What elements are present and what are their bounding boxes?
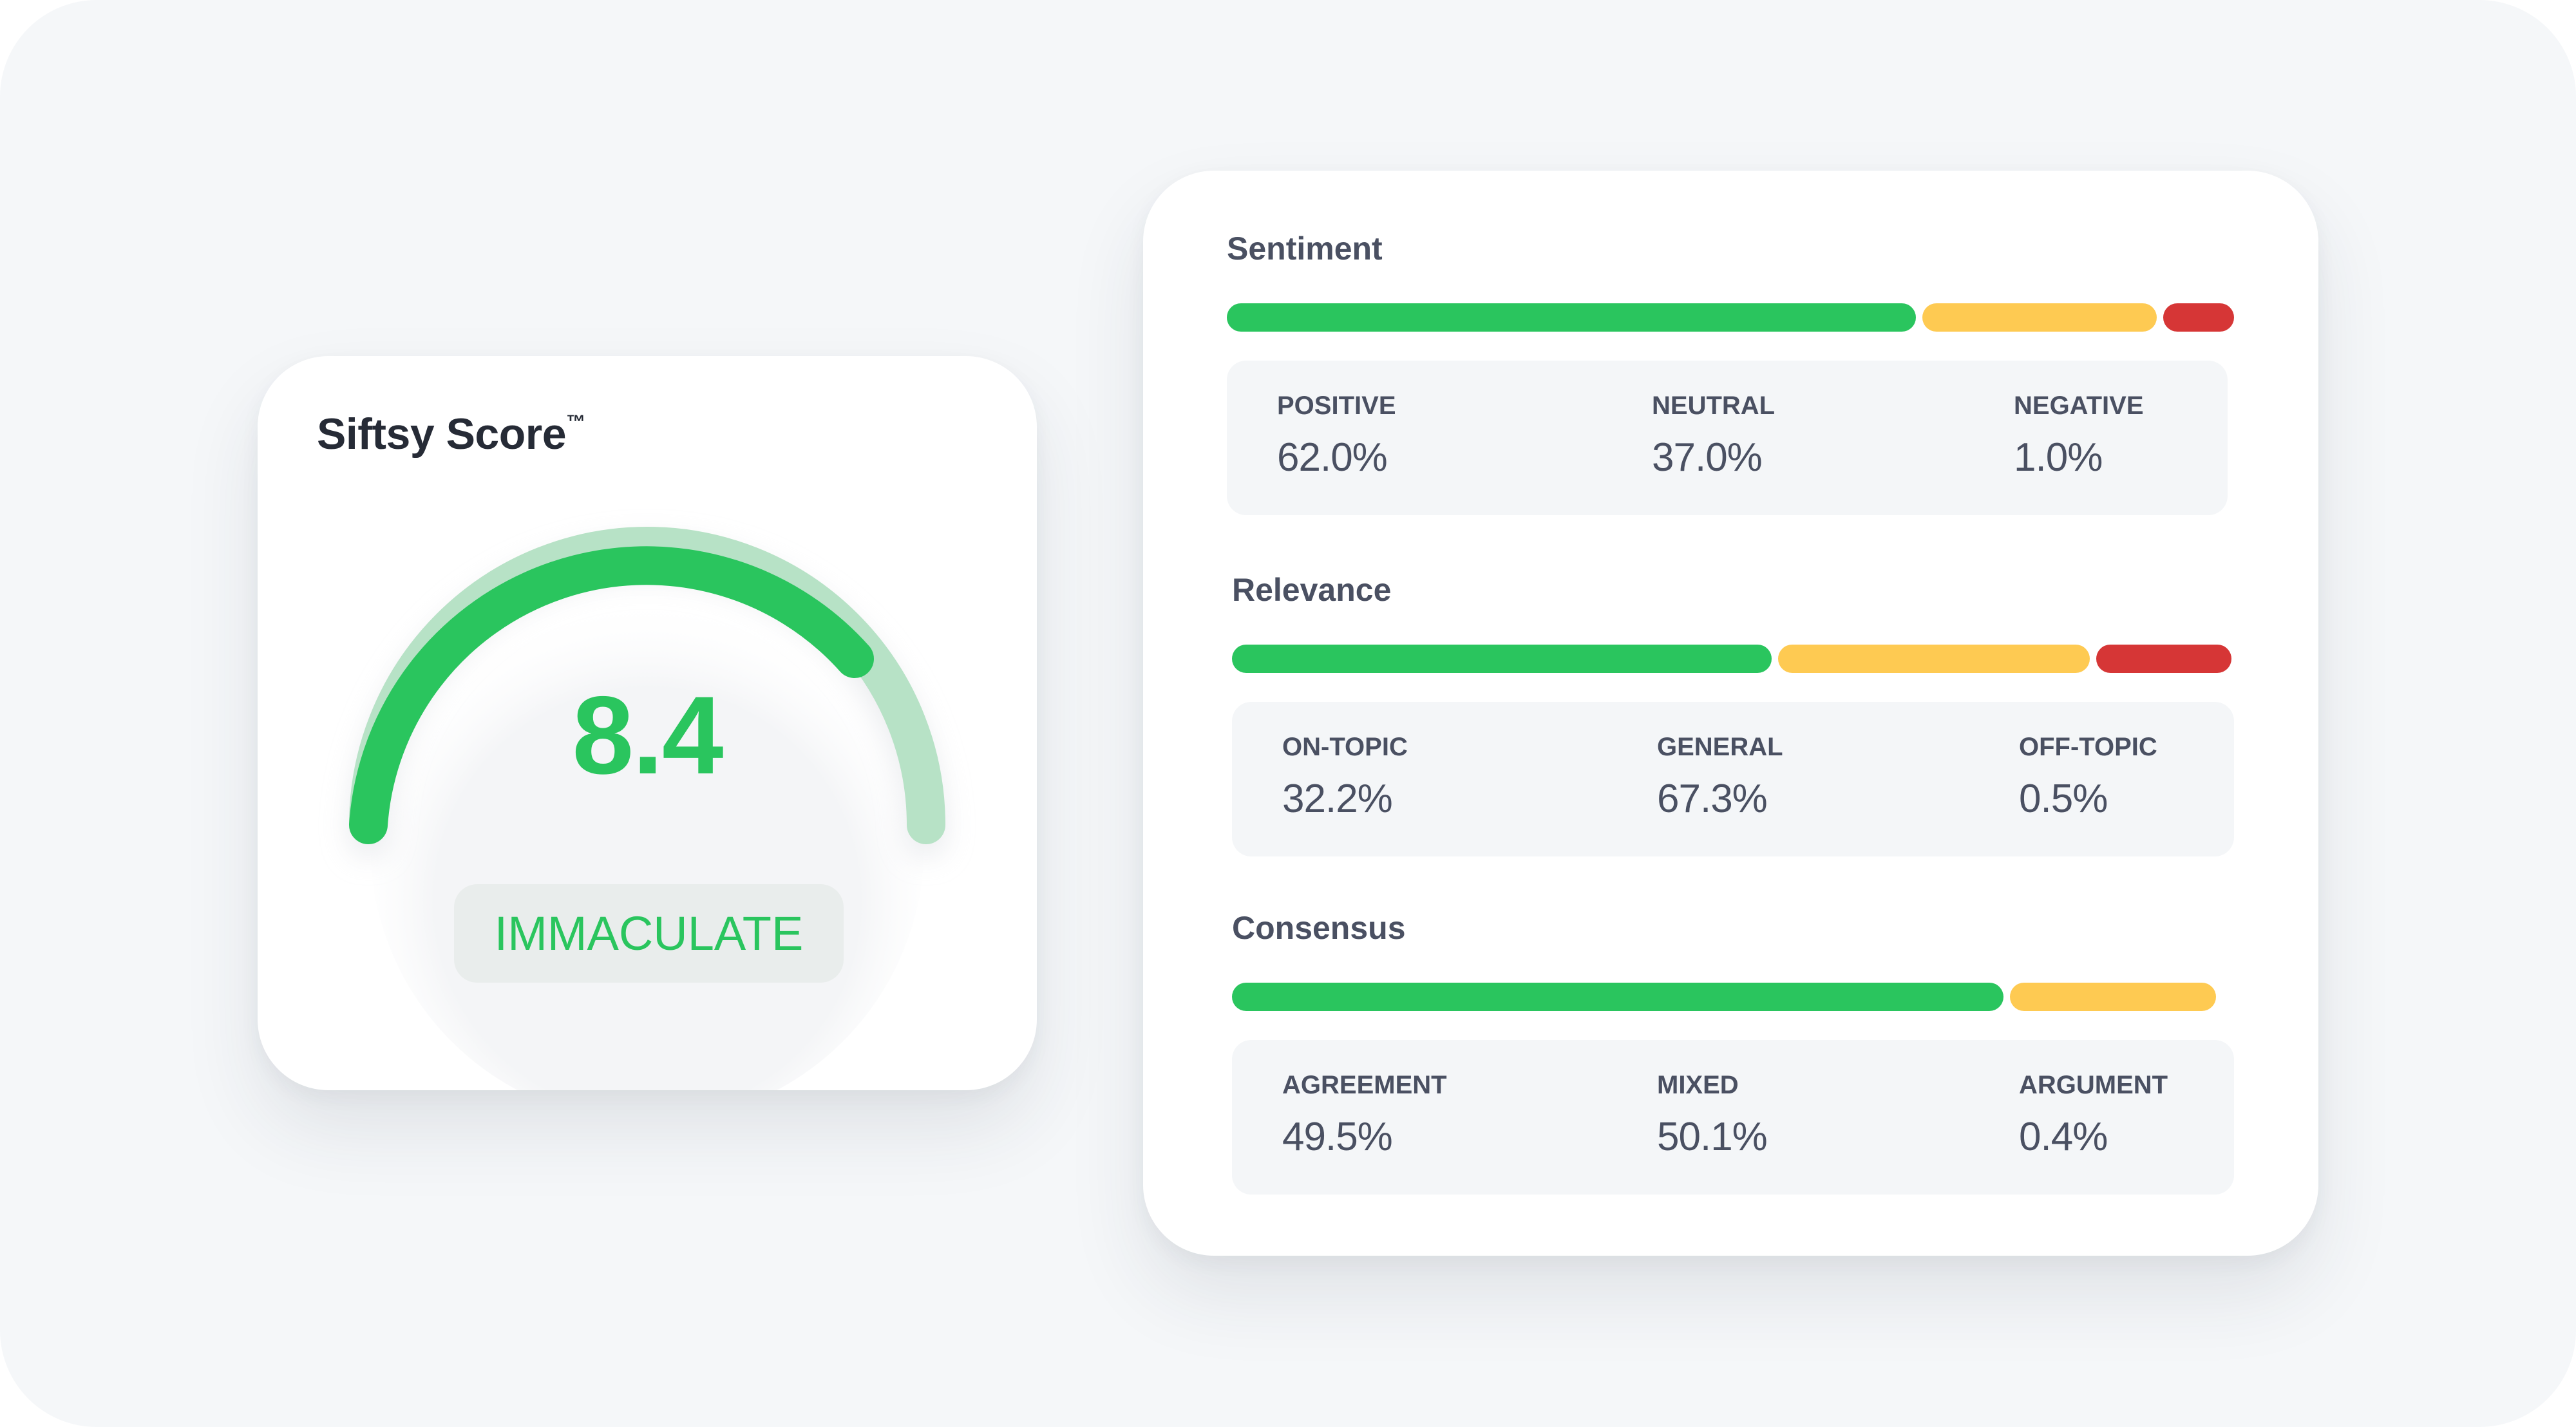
bar-segment-neutral xyxy=(1922,303,2157,332)
sentiment-bar xyxy=(1227,303,2234,332)
trademark-symbol: ™ xyxy=(566,411,585,433)
metric-label: ARGUMENT xyxy=(2019,1071,2168,1099)
consensus-bar xyxy=(1232,983,2216,1011)
relevance-bar xyxy=(1232,645,2231,673)
rating-label: IMMACULATE xyxy=(494,907,804,960)
section-title: Relevance xyxy=(1232,572,1392,608)
score-card-title: Siftsy Score™ xyxy=(317,409,585,459)
metric-label: NEGATIVE xyxy=(2014,392,2144,420)
consensus-stats-panel: AGREEMENT 49.5% MIXED 50.1% ARGUMENT 0.4… xyxy=(1232,1040,2234,1195)
metric-argument: ARGUMENT 0.4% xyxy=(2019,1071,2168,1160)
metric-label: POSITIVE xyxy=(1277,392,1396,420)
metric-value: 62.0% xyxy=(1277,435,1388,480)
metric-value: 0.5% xyxy=(2019,777,2108,821)
metric-value: 1.0% xyxy=(2014,435,2103,480)
metric-positive: POSITIVE 62.0% xyxy=(1277,392,1396,480)
metric-mixed: MIXED 50.1% xyxy=(1657,1071,1768,1160)
score-value: 8.4 xyxy=(572,674,723,797)
score-title-text: Siftsy Score xyxy=(317,410,567,458)
metric-value: 32.2% xyxy=(1282,777,1393,821)
metric-value: 50.1% xyxy=(1657,1115,1768,1159)
section-title: Sentiment xyxy=(1227,231,1383,267)
stats-card: Sentiment POSITIVE 62.0% NEUTRAL 37.0% N… xyxy=(1143,171,2318,1256)
sentiment-stats-panel: POSITIVE 62.0% NEUTRAL 37.0% NEGATIVE 1.… xyxy=(1227,361,2228,515)
metric-on-topic: ON-TOPIC 32.2% xyxy=(1282,733,1408,822)
bar-segment-negative xyxy=(2163,303,2234,332)
bar-segment-positive xyxy=(1227,303,1916,332)
metric-label: ON-TOPIC xyxy=(1282,733,1408,761)
metric-value: 0.4% xyxy=(2019,1115,2108,1159)
metric-negative: NEGATIVE 1.0% xyxy=(2014,392,2144,480)
metric-label: MIXED xyxy=(1657,1071,1739,1099)
metric-label: NEUTRAL xyxy=(1652,392,1776,420)
metric-value: 67.3% xyxy=(1657,777,1768,821)
bar-segment-general xyxy=(1778,645,2090,673)
gauge-fill xyxy=(349,546,874,844)
metric-off-topic: OFF-TOPIC 0.5% xyxy=(2019,733,2157,822)
metric-label: OFF-TOPIC xyxy=(2019,733,2157,761)
metric-agreement: AGREEMENT 49.5% xyxy=(1282,1071,1447,1160)
relevance-stats-panel: ON-TOPIC 32.2% GENERAL 67.3% OFF-TOPIC 0… xyxy=(1232,702,2234,856)
metric-neutral: NEUTRAL 37.0% xyxy=(1652,392,1775,480)
metric-value: 49.5% xyxy=(1282,1115,1393,1159)
bar-segment-on-topic xyxy=(1232,645,1772,673)
rating-badge: IMMACULATE xyxy=(454,884,844,983)
metric-label: AGREEMENT xyxy=(1282,1071,1447,1099)
bar-segment-agreement xyxy=(1232,983,2003,1011)
metric-value: 37.0% xyxy=(1652,435,1763,480)
bar-segment-off-topic xyxy=(2096,645,2231,673)
section-title: Consensus xyxy=(1232,910,1406,946)
metric-label: GENERAL xyxy=(1657,733,1783,761)
siftsy-score-card: Siftsy Score™ 8.4 IMMACULATE xyxy=(258,356,1037,1090)
metric-general: GENERAL 67.3% xyxy=(1657,733,1783,822)
bar-segment-mixed xyxy=(2010,983,2216,1011)
